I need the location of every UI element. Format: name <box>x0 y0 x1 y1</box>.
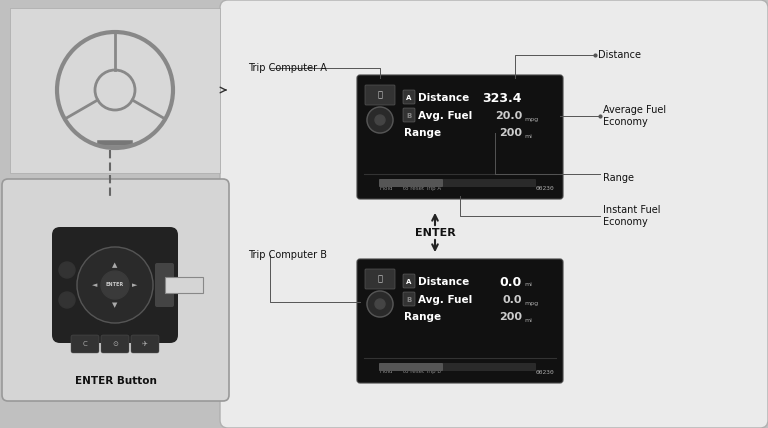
Text: Avg. Fuel: Avg. Fuel <box>418 111 472 121</box>
FancyBboxPatch shape <box>357 259 563 383</box>
Circle shape <box>367 291 393 317</box>
FancyBboxPatch shape <box>2 179 229 401</box>
FancyBboxPatch shape <box>155 263 174 307</box>
Text: ◄: ◄ <box>92 282 98 288</box>
Text: 0.0: 0.0 <box>500 276 522 288</box>
Circle shape <box>59 262 75 278</box>
Text: 20.0: 20.0 <box>495 111 522 121</box>
Text: ENTER Button: ENTER Button <box>74 376 157 386</box>
Text: B: B <box>406 297 412 303</box>
Text: ▼: ▼ <box>112 302 118 308</box>
FancyBboxPatch shape <box>403 90 415 104</box>
FancyBboxPatch shape <box>10 8 220 173</box>
Text: C: C <box>83 341 88 347</box>
Text: ENTER: ENTER <box>415 228 455 238</box>
Text: ENTER: ENTER <box>106 282 124 288</box>
Text: mi: mi <box>524 134 532 139</box>
Text: B: B <box>406 113 412 119</box>
Text: 200: 200 <box>499 312 522 322</box>
Text: Distance: Distance <box>418 93 469 103</box>
FancyBboxPatch shape <box>379 179 536 187</box>
FancyBboxPatch shape <box>365 269 395 289</box>
Text: ⊙: ⊙ <box>112 341 118 347</box>
FancyBboxPatch shape <box>379 363 443 371</box>
Text: 00230: 00230 <box>535 369 554 374</box>
FancyBboxPatch shape <box>365 85 395 105</box>
Text: Hold      to reset Trip B: Hold to reset Trip B <box>380 369 441 374</box>
Text: Distance: Distance <box>418 277 469 287</box>
Text: ▲: ▲ <box>112 262 118 268</box>
FancyBboxPatch shape <box>357 75 563 199</box>
Text: mi: mi <box>524 282 532 288</box>
Text: 0.0: 0.0 <box>502 295 522 305</box>
FancyBboxPatch shape <box>403 108 415 122</box>
Text: 200: 200 <box>499 128 522 138</box>
Text: Trip Computer B: Trip Computer B <box>248 250 327 260</box>
FancyBboxPatch shape <box>71 335 99 353</box>
Text: ⛽: ⛽ <box>378 90 382 99</box>
Text: Range: Range <box>404 312 441 322</box>
Text: mpg: mpg <box>524 116 538 122</box>
Text: Range: Range <box>603 173 634 183</box>
Circle shape <box>367 107 393 133</box>
Circle shape <box>101 271 129 299</box>
Text: mi: mi <box>524 318 532 323</box>
Text: 00230: 00230 <box>535 185 554 190</box>
Text: ►: ► <box>132 282 137 288</box>
FancyBboxPatch shape <box>403 274 415 288</box>
Text: Hold      to reset Trip A: Hold to reset Trip A <box>380 185 441 190</box>
FancyBboxPatch shape <box>101 335 129 353</box>
Text: 323.4: 323.4 <box>482 92 522 104</box>
Text: ⛽: ⛽ <box>378 274 382 283</box>
Text: mpg: mpg <box>524 300 538 306</box>
Text: Trip Computer A: Trip Computer A <box>248 63 327 73</box>
FancyBboxPatch shape <box>131 335 159 353</box>
Text: Avg. Fuel: Avg. Fuel <box>418 295 472 305</box>
Text: A: A <box>406 279 412 285</box>
Text: ✈: ✈ <box>142 341 148 347</box>
Text: Range: Range <box>404 128 441 138</box>
Text: Average Fuel
Economy: Average Fuel Economy <box>603 105 666 127</box>
FancyBboxPatch shape <box>379 179 443 187</box>
Text: A: A <box>406 95 412 101</box>
FancyBboxPatch shape <box>165 277 203 293</box>
Circle shape <box>59 292 75 308</box>
FancyBboxPatch shape <box>379 363 536 371</box>
Text: Distance: Distance <box>598 50 641 60</box>
FancyBboxPatch shape <box>220 0 768 428</box>
Circle shape <box>77 247 153 323</box>
Circle shape <box>375 299 385 309</box>
FancyBboxPatch shape <box>403 292 415 306</box>
FancyBboxPatch shape <box>52 227 178 343</box>
Circle shape <box>375 115 385 125</box>
Text: Instant Fuel
Economy: Instant Fuel Economy <box>603 205 660 227</box>
